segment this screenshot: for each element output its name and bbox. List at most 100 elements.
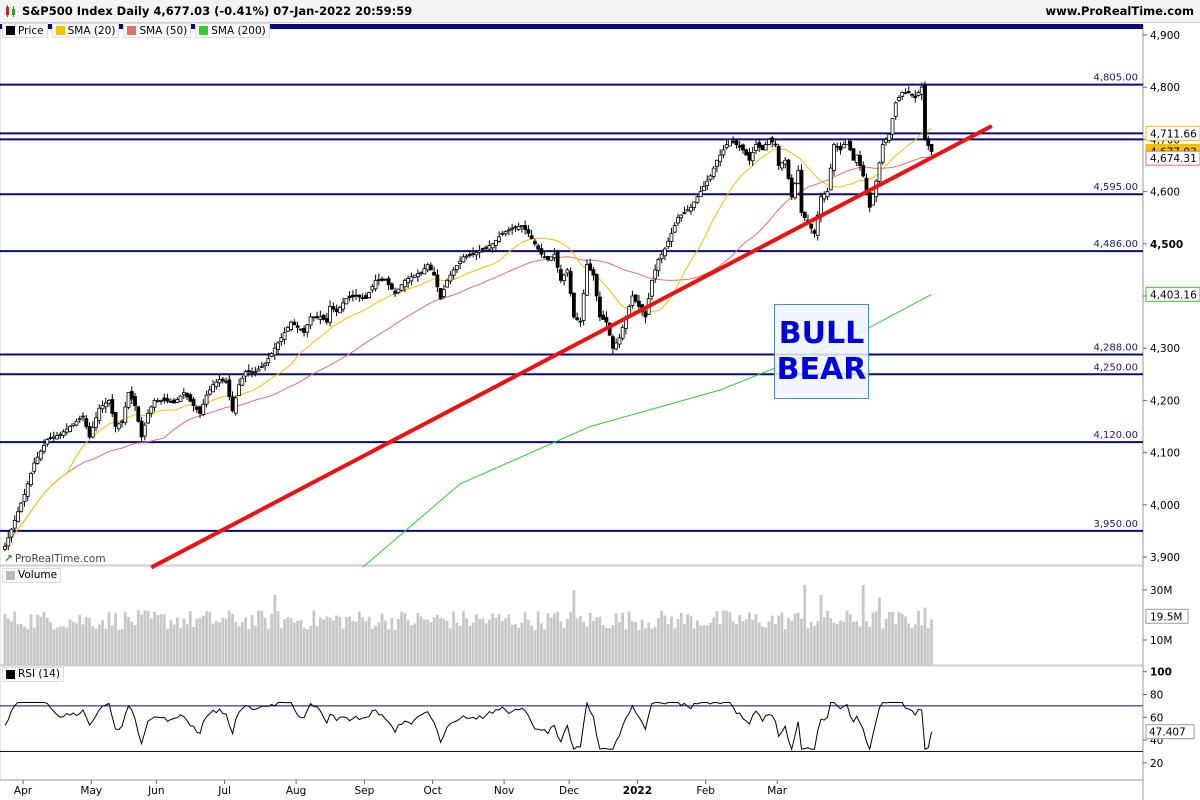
volume-bar — [231, 613, 234, 665]
candle-body — [809, 223, 814, 229]
x-tick-label: Aug — [286, 785, 307, 797]
volume-bar — [884, 618, 888, 665]
candle-body — [487, 245, 492, 250]
volume-bar — [858, 626, 862, 665]
candle-body — [246, 370, 251, 373]
volume-bar — [101, 619, 104, 665]
candle-body — [100, 405, 105, 410]
volume-pane-label[interactable]: Volume — [2, 568, 62, 583]
volume-bar — [331, 620, 335, 665]
candle-body — [341, 302, 345, 310]
price-tag-box — [1145, 286, 1200, 302]
volume-bar — [510, 624, 514, 665]
candle-body — [9, 528, 14, 538]
volume-bar — [757, 622, 761, 665]
bull-bear-annotation[interactable]: BULL BEAR — [774, 304, 869, 399]
volume-bar — [279, 628, 283, 665]
legend-item-sma50[interactable]: SMA (50) — [123, 23, 192, 38]
volume-bar — [796, 612, 800, 665]
volume-bar — [874, 611, 878, 665]
volume-label-text: Volume — [18, 569, 58, 581]
candle-body — [152, 399, 157, 408]
y-tick-label: 4,800 — [1150, 82, 1180, 94]
volume-bar — [842, 622, 846, 665]
volume-bar — [751, 619, 755, 665]
volume-bar — [718, 624, 722, 665]
volume-bar — [3, 613, 7, 665]
volume-bar — [900, 613, 904, 665]
candle-body — [549, 256, 554, 261]
candle-body — [500, 232, 505, 235]
volume-bar — [793, 613, 797, 665]
legend-label: SMA (20) — [67, 24, 116, 37]
volume-bar — [19, 623, 23, 665]
volume-bar — [611, 625, 615, 665]
volume-bar — [728, 612, 732, 665]
legend-item-price[interactable]: Price — [2, 23, 48, 38]
candle-body — [715, 159, 719, 167]
candle-body — [19, 502, 24, 512]
volume-bar — [192, 627, 195, 665]
candle-body — [906, 91, 911, 93]
candle-body — [55, 435, 59, 440]
rsi-pane-label[interactable]: RSI (14) — [2, 667, 64, 682]
candle-body — [572, 292, 576, 318]
candle-body — [552, 253, 557, 259]
volume-bar — [387, 629, 391, 665]
candle-body — [383, 278, 388, 281]
price-tag-label: 4,711.66 — [1150, 128, 1197, 140]
candle-body — [812, 230, 817, 234]
candle-body — [139, 420, 144, 438]
volume-bar — [484, 623, 488, 665]
volume-bar — [442, 618, 446, 665]
legend-item-sma20[interactable]: SMA (20) — [51, 23, 120, 38]
watermark-text: ProRealTime.com — [14, 553, 106, 565]
candle-body — [224, 380, 228, 383]
volume-bar — [88, 618, 91, 665]
volume-bar — [686, 614, 690, 665]
volume-bar — [52, 629, 56, 665]
volume-bar — [692, 628, 696, 665]
volume-bar — [65, 627, 69, 665]
volume-bar — [221, 617, 225, 665]
volume-bar — [507, 614, 511, 665]
volume-bar — [104, 628, 108, 665]
candle-body — [760, 144, 765, 151]
candle-body — [923, 85, 927, 140]
candle-body — [467, 253, 472, 256]
volume-bar — [263, 617, 267, 665]
candle-body — [432, 271, 437, 276]
candle-body — [845, 138, 849, 145]
volume-bar — [744, 619, 748, 665]
volume-bar — [800, 618, 803, 665]
candle-body — [633, 294, 638, 302]
volume-bar — [770, 615, 774, 665]
candle-body — [237, 384, 241, 396]
candle-body — [412, 274, 417, 278]
legend-label: SMA (50) — [139, 24, 188, 37]
candle-body — [815, 214, 820, 237]
volume-bar — [361, 617, 364, 665]
volume-bar — [848, 614, 852, 665]
volume-bar — [816, 621, 820, 665]
candle-body — [168, 400, 173, 403]
volume-bar — [582, 621, 586, 665]
candle-body — [604, 317, 609, 323]
candle-body — [350, 294, 355, 298]
candle-body — [188, 394, 193, 402]
volume-bar — [49, 622, 52, 665]
volume-bar — [133, 624, 137, 665]
candle-body — [555, 251, 560, 268]
y-tick-label: 4,100 — [1150, 448, 1180, 460]
volume-bar — [754, 614, 758, 665]
candle-body — [731, 140, 736, 143]
volume-bar — [10, 621, 13, 665]
legend-label: SMA (200) — [211, 24, 266, 37]
legend-item-sma200[interactable]: SMA (200) — [195, 23, 270, 38]
volume-bar — [673, 628, 677, 665]
candle-body — [389, 283, 394, 290]
volume-bar — [618, 622, 621, 665]
volume-bar — [208, 612, 212, 665]
volume-bar — [679, 612, 683, 665]
